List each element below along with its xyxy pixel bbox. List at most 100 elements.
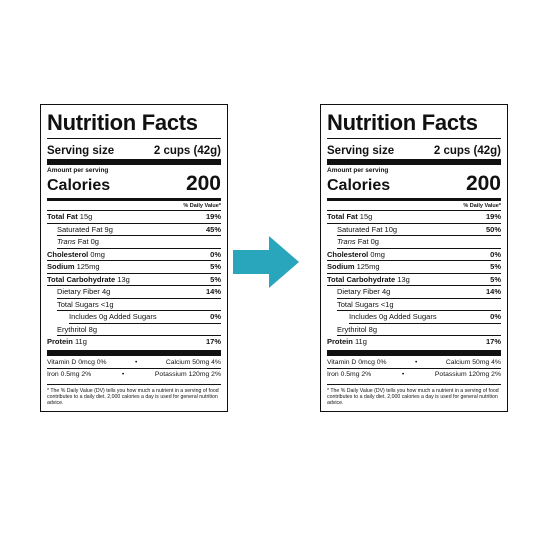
thick-divider <box>47 349 221 356</box>
calcium: Calcium 50mg 4% <box>445 358 501 366</box>
vitamin-row-1: Vitamin D 0mcg 0% • Calcium 50mg 4% <box>47 357 221 369</box>
bullet: • <box>401 370 405 378</box>
nutrition-label-after: Nutrition Facts Serving size 2 cups (42g… <box>320 104 508 412</box>
footnote: * The % Daily Value (DV) tells you how m… <box>327 383 501 407</box>
added-sugars-row: Includes 0g Added Sugars 0% <box>69 311 221 324</box>
carbohydrate-name: Total Carbohydrate <box>47 274 116 284</box>
dietary-fiber-name: Dietary Fiber 4g <box>337 287 391 296</box>
sodium-name: Sodium <box>327 262 355 271</box>
sodium-row: Sodium 125mg 5% <box>47 261 221 274</box>
right-arrow-icon <box>233 236 299 288</box>
protein-row: Protein 11g 17% <box>47 336 221 348</box>
vitamin-d: Vitamin D 0mcg 0% <box>327 358 387 366</box>
saturated-fat-amount: 9g <box>104 224 113 234</box>
carbohydrate-name: Total Carbohydrate <box>327 274 396 284</box>
carbohydrate-amount: 13g <box>117 274 130 284</box>
serving-size-row: Serving size 2 cups (42g) <box>47 145 221 157</box>
vitamin-d: Vitamin D 0mcg 0% <box>47 358 107 366</box>
divider <box>47 138 221 139</box>
total-fat-name: Total Fat <box>47 212 78 221</box>
medium-divider <box>47 198 221 201</box>
saturated-fat-row: Saturated Fat 9g 45% <box>57 224 221 236</box>
arrow-shape <box>233 236 299 288</box>
divider <box>327 138 501 139</box>
carbohydrate-row: Total Carbohydrate 13g 5% <box>327 274 501 286</box>
iron: Iron 0.5mg 2% <box>47 370 92 378</box>
total-sugars-name: Total Sugars <1g <box>337 299 394 309</box>
protein-pct: 17% <box>205 337 221 346</box>
calories-value: 200 <box>185 172 221 195</box>
bullet: • <box>135 358 138 366</box>
cholesterol-pct: 0% <box>210 249 221 259</box>
amount-per-serving: Amount per serving <box>47 167 109 174</box>
thick-divider <box>47 159 221 165</box>
protein-amount: 11g <box>74 337 87 346</box>
saturated-fat-row: Saturated Fat 10g 50% <box>337 224 501 236</box>
saturated-fat-pct: 50% <box>485 224 501 234</box>
calories-value: 200 <box>465 172 501 195</box>
cholesterol-amount: 0mg <box>370 249 385 259</box>
bullet: • <box>415 358 418 366</box>
medium-divider <box>327 198 501 201</box>
carbohydrate-pct: 5% <box>490 274 501 284</box>
erythritol-name: Erythritol 8g <box>57 324 98 334</box>
erythritol-row: Erythritol 8g <box>337 324 501 336</box>
saturated-fat-pct: 45% <box>205 224 221 234</box>
carbohydrate-pct: 5% <box>210 274 221 284</box>
calories-row: Calories 200 <box>47 172 221 196</box>
cholesterol-row: Cholesterol 0mg 0% <box>47 249 221 261</box>
potassium: Potassium 120mg 2% <box>434 370 501 378</box>
protein-name: Protein <box>327 337 353 346</box>
saturated-fat-amount: 10g <box>384 224 398 234</box>
serving-size-label: Serving size <box>327 145 395 157</box>
total-fat-pct: 19% <box>205 212 221 221</box>
trans-fat-name: Trans <box>57 237 76 246</box>
footnote: * The % Daily Value (DV) tells you how m… <box>47 383 221 407</box>
dietary-fiber-row: Dietary Fiber 4g 14% <box>57 286 221 299</box>
trans-fat-row: Trans Fat 0g <box>337 236 501 249</box>
added-sugars-row: Includes 0g Added Sugars 0% <box>349 311 501 324</box>
added-sugars-pct: 0% <box>210 312 221 321</box>
daily-value-header: % Daily Value* <box>47 201 221 211</box>
sodium-name: Sodium <box>47 262 75 271</box>
sodium-pct: 5% <box>210 262 221 271</box>
total-fat-amount: 15g <box>359 212 373 221</box>
cholesterol-amount: 0mg <box>90 249 105 259</box>
cholesterol-pct: 0% <box>490 249 501 259</box>
vitamin-row-2: Iron 0.5mg 2% • Potassium 120mg 2% <box>47 369 221 380</box>
added-sugars-pct: 0% <box>490 312 501 321</box>
total-sugars-name: Total Sugars <1g <box>57 299 114 309</box>
protein-amount: 11g <box>354 337 367 346</box>
protein-pct: 17% <box>485 337 501 346</box>
added-sugars-name: Includes 0g Added Sugars <box>69 312 157 321</box>
dietary-fiber-row: Dietary Fiber 4g 14% <box>337 286 501 299</box>
iron: Iron 0.5mg 2% <box>327 370 372 378</box>
label-title: Nutrition Facts <box>327 110 478 135</box>
label-title: Nutrition Facts <box>47 110 198 135</box>
thick-divider <box>327 349 501 356</box>
thick-divider <box>327 159 501 165</box>
dietary-fiber-pct: 14% <box>485 287 501 296</box>
serving-size-value: 2 cups (42g) <box>153 145 221 157</box>
calories-row: Calories 200 <box>327 172 501 196</box>
trans-fat-name: Trans <box>337 237 356 246</box>
vitamin-row-2: Iron 0.5mg 2% • Potassium 120mg 2% <box>327 369 501 380</box>
added-sugars-name: Includes 0g Added Sugars <box>349 312 437 321</box>
sodium-amount: 125mg <box>356 262 380 271</box>
potassium: Potassium 120mg 2% <box>154 370 221 378</box>
calories-label: Calories <box>327 177 391 194</box>
serving-size-label: Serving size <box>47 145 115 157</box>
calcium: Calcium 50mg 4% <box>165 358 221 366</box>
trans-fat-row: Trans Fat 0g <box>57 236 221 249</box>
daily-value-header: % Daily Value* <box>327 201 501 211</box>
vitamin-row-1: Vitamin D 0mcg 0% • Calcium 50mg 4% <box>327 357 501 369</box>
erythritol-name: Erythritol 8g <box>337 324 378 334</box>
sodium-amount: 125mg <box>76 262 100 271</box>
protein-row: Protein 11g 17% <box>327 336 501 348</box>
trans-fat-amount: Fat 0g <box>77 237 99 246</box>
carbohydrate-row: Total Carbohydrate 13g 5% <box>47 274 221 286</box>
trans-fat-amount: Fat 0g <box>357 237 379 246</box>
total-fat-pct: 19% <box>485 212 501 221</box>
total-fat-amount: 15g <box>79 212 93 221</box>
cholesterol-name: Cholesterol <box>327 249 369 259</box>
